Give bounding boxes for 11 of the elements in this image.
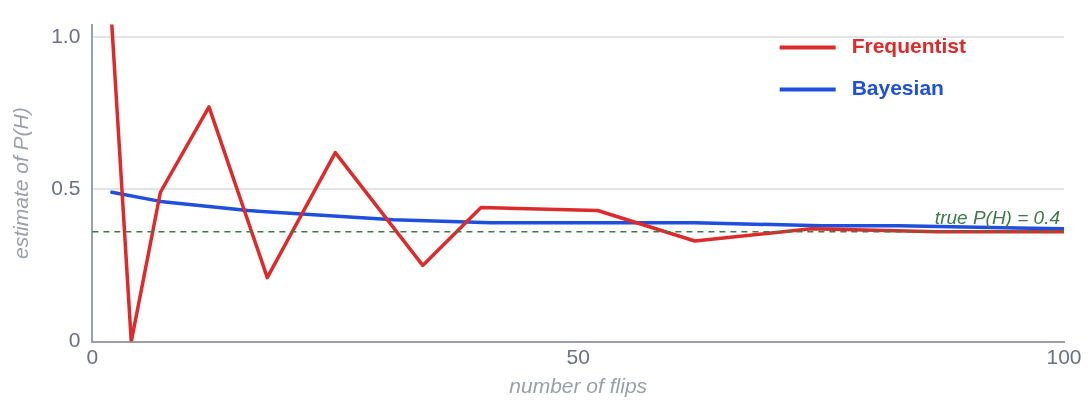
- x-tick-label: 50: [566, 345, 590, 368]
- y-tick-label: 0: [68, 328, 81, 352]
- y-tick-label: 1.0: [51, 23, 81, 47]
- ref-line-label: true P(H) = 0.4: [934, 206, 1060, 228]
- x-axis-title: number of flips: [509, 374, 648, 398]
- x-tick-label: 100: [1046, 345, 1082, 368]
- y-tick-label: 0.5: [51, 175, 81, 199]
- legend-label: Bayesian: [851, 76, 944, 100]
- y-axis-title: estimate of P(H): [9, 107, 33, 259]
- legend-label: Frequentist: [851, 34, 967, 58]
- x-tick-label: 0: [86, 345, 99, 368]
